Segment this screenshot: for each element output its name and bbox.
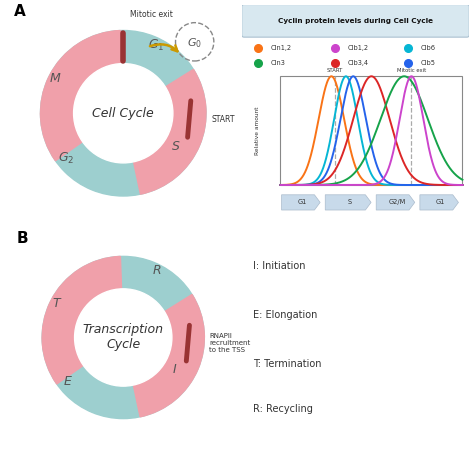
Circle shape: [74, 289, 172, 386]
Text: S: S: [347, 199, 352, 205]
Polygon shape: [170, 354, 198, 382]
Text: START: START: [327, 68, 343, 73]
FancyBboxPatch shape: [242, 5, 469, 37]
Text: R: Recycling: R: Recycling: [253, 404, 313, 414]
Polygon shape: [78, 384, 107, 412]
Wedge shape: [134, 69, 206, 194]
Circle shape: [73, 63, 173, 163]
Text: G1: G1: [436, 199, 445, 205]
Text: Mitotic exit: Mitotic exit: [130, 10, 173, 19]
Text: G2/M: G2/M: [388, 199, 406, 205]
Text: E: Elongation: E: Elongation: [253, 310, 318, 320]
Text: Clb1,2: Clb1,2: [347, 45, 369, 51]
Text: G1: G1: [298, 199, 307, 205]
Text: RNAPII
recruitment
to the TSS: RNAPII recruitment to the TSS: [210, 333, 251, 353]
Text: Clb6: Clb6: [420, 45, 435, 51]
Text: E: E: [64, 376, 72, 388]
Text: M: M: [50, 72, 61, 85]
Wedge shape: [42, 256, 204, 419]
Wedge shape: [133, 294, 204, 417]
FancyArrow shape: [376, 195, 415, 210]
Text: Cyclin protein levels during Cell Cycle: Cyclin protein levels during Cell Cycle: [278, 18, 433, 24]
Polygon shape: [49, 293, 77, 321]
Text: Cell Cycle: Cell Cycle: [92, 107, 154, 120]
Text: Clb3,4: Clb3,4: [347, 60, 369, 66]
Text: I: Initiation: I: Initiation: [253, 261, 306, 271]
Text: T: Termination: T: Termination: [253, 359, 322, 369]
FancyBboxPatch shape: [281, 76, 463, 185]
Polygon shape: [144, 266, 173, 293]
Text: START: START: [211, 115, 235, 124]
FancyArrow shape: [420, 195, 458, 210]
Polygon shape: [171, 130, 200, 159]
Text: Relative amount: Relative amount: [255, 106, 260, 155]
Text: S: S: [172, 140, 180, 153]
Polygon shape: [47, 67, 76, 96]
Text: A: A: [14, 5, 26, 19]
Text: T: T: [53, 297, 61, 310]
Text: I: I: [173, 363, 176, 376]
Text: Mitotic exit: Mitotic exit: [397, 68, 426, 73]
Text: B: B: [17, 231, 28, 246]
Text: $G_1$: $G_1$: [148, 38, 164, 53]
Wedge shape: [42, 256, 121, 384]
Text: Cln1,2: Cln1,2: [270, 45, 292, 51]
Polygon shape: [145, 40, 173, 67]
Text: $G_2$: $G_2$: [58, 151, 75, 166]
Text: Clb5: Clb5: [420, 60, 435, 66]
Polygon shape: [77, 161, 106, 189]
Text: Cln3: Cln3: [270, 60, 285, 66]
Wedge shape: [40, 30, 206, 196]
FancyArrow shape: [282, 195, 320, 210]
Wedge shape: [40, 30, 121, 161]
FancyArrow shape: [325, 195, 371, 210]
Text: $G_0$: $G_0$: [187, 37, 202, 50]
Text: Transcription
Cycle: Transcription Cycle: [83, 323, 164, 352]
Text: R: R: [153, 265, 162, 277]
